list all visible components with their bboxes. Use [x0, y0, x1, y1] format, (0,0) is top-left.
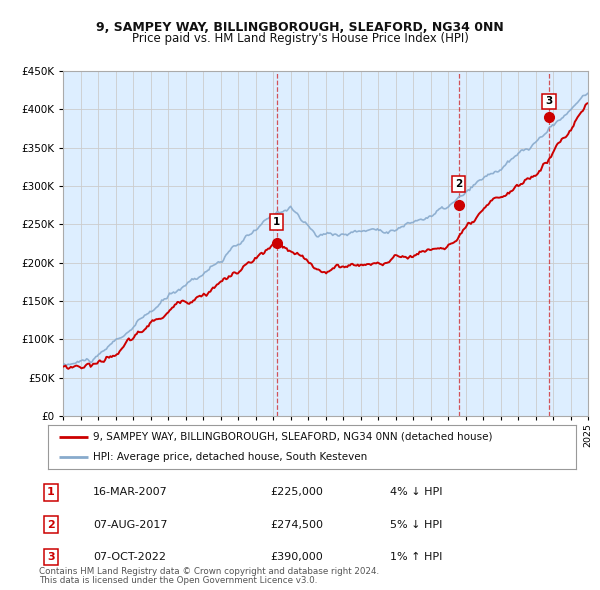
Text: 2: 2	[455, 179, 462, 189]
Text: 2: 2	[47, 520, 55, 530]
Text: 16-MAR-2007: 16-MAR-2007	[93, 487, 168, 497]
Text: This data is licensed under the Open Government Licence v3.0.: This data is licensed under the Open Gov…	[39, 576, 317, 585]
Text: £390,000: £390,000	[270, 552, 323, 562]
Text: HPI: Average price, detached house, South Kesteven: HPI: Average price, detached house, Sout…	[93, 452, 367, 462]
Text: 07-AUG-2017: 07-AUG-2017	[93, 520, 167, 530]
Text: 1: 1	[47, 487, 55, 497]
Text: 4% ↓ HPI: 4% ↓ HPI	[390, 487, 443, 497]
Text: 9, SAMPEY WAY, BILLINGBOROUGH, SLEAFORD, NG34 0NN: 9, SAMPEY WAY, BILLINGBOROUGH, SLEAFORD,…	[96, 21, 504, 34]
Text: 5% ↓ HPI: 5% ↓ HPI	[390, 520, 442, 530]
Text: 1% ↑ HPI: 1% ↑ HPI	[390, 552, 442, 562]
Text: 1: 1	[273, 217, 280, 227]
Text: 3: 3	[545, 97, 553, 106]
Text: £225,000: £225,000	[270, 487, 323, 497]
Text: Price paid vs. HM Land Registry's House Price Index (HPI): Price paid vs. HM Land Registry's House …	[131, 32, 469, 45]
Text: 07-OCT-2022: 07-OCT-2022	[93, 552, 166, 562]
Text: 9, SAMPEY WAY, BILLINGBOROUGH, SLEAFORD, NG34 0NN (detached house): 9, SAMPEY WAY, BILLINGBOROUGH, SLEAFORD,…	[93, 432, 493, 442]
Text: Contains HM Land Registry data © Crown copyright and database right 2024.: Contains HM Land Registry data © Crown c…	[39, 567, 379, 576]
Text: 3: 3	[47, 552, 55, 562]
Text: £274,500: £274,500	[270, 520, 323, 530]
